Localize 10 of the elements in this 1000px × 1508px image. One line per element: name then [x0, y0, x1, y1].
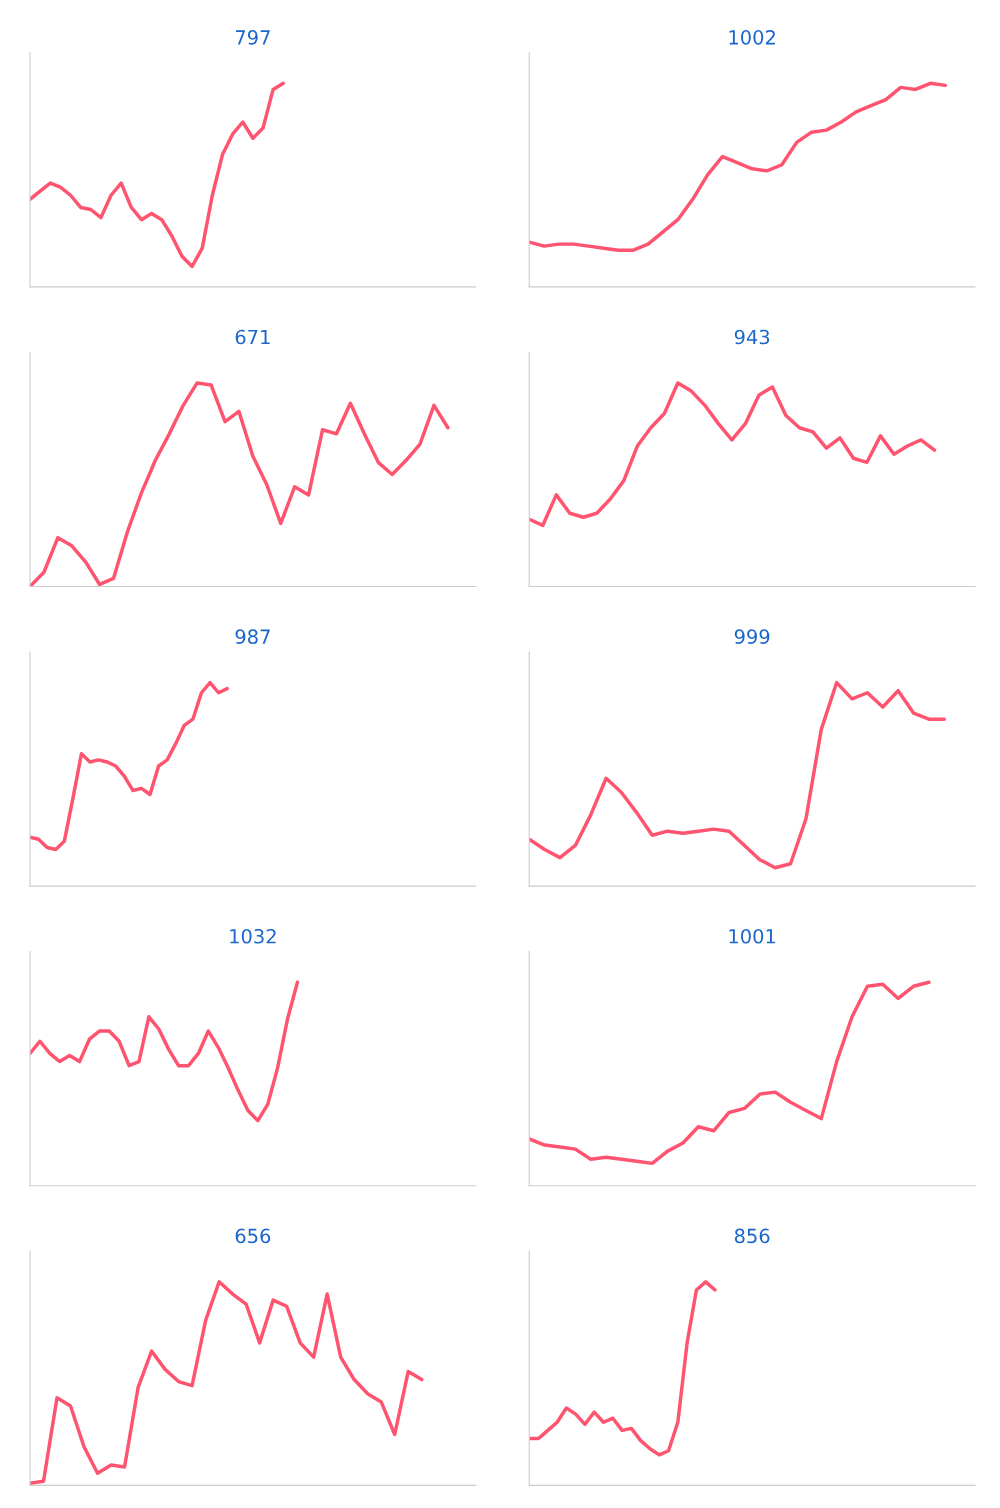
chart-title: 1001	[729, 928, 776, 944]
chart-title: 999	[734, 629, 770, 644]
chart-title: 1002	[729, 30, 775, 45]
chart-title: 656	[235, 1228, 271, 1244]
chart-title: 671	[235, 329, 270, 345]
chart-title: 856	[734, 1228, 770, 1244]
chart-title: 1032	[230, 928, 276, 944]
chart-title: 943	[734, 329, 770, 345]
chart-title: 797	[235, 30, 270, 45]
chart-title: 987	[235, 629, 270, 644]
